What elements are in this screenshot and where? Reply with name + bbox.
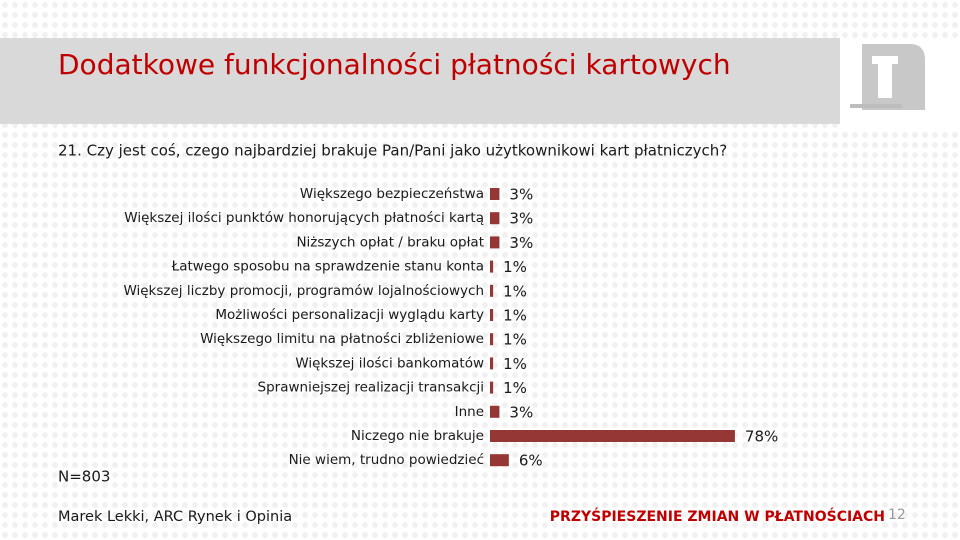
value-label: 1% — [503, 379, 527, 397]
bar — [490, 405, 500, 418]
bar — [490, 236, 500, 249]
bar — [490, 188, 500, 200]
value-label: 6% — [519, 452, 543, 470]
bar — [490, 381, 494, 394]
category-label: Możliwości personalizacji wyglądu karty — [215, 307, 484, 323]
subtitle: 21. Czy jest coś, czego najbardziej brak… — [58, 142, 727, 160]
bar — [490, 260, 494, 273]
value-label: 1% — [503, 331, 527, 349]
page-number: 12 — [888, 507, 906, 523]
category-label: Większego limitu na płatności zbliżeniow… — [200, 331, 484, 347]
value-label: 1% — [503, 258, 527, 276]
value-label: 78% — [745, 428, 778, 446]
category-label: Łatwego sposobu na sprawdzenie stanu kon… — [171, 259, 484, 275]
category-label: Większej liczby promocji, programów loja… — [123, 283, 484, 299]
banner: PRZYŚPIESZENIE ZMIAN W PŁATNOŚCIACH — [550, 507, 885, 525]
category-label: Większego bezpieczeństwa — [300, 186, 484, 202]
value-label: 1% — [503, 307, 527, 325]
value-label: 1% — [503, 355, 527, 373]
value-label: 3% — [509, 186, 533, 204]
bar — [490, 284, 494, 297]
value-label: 3% — [509, 234, 533, 252]
category-label: Niższych opłat / braku opłat — [296, 234, 484, 250]
value-label: 3% — [509, 403, 533, 421]
logo — [840, 38, 960, 128]
chart-title: Dodatkowe funkcjonalności płatności kart… — [58, 48, 731, 81]
sample-size: N=803 — [58, 468, 110, 486]
category-label: Niczego nie brakuje — [351, 428, 484, 444]
category-label: Sprawniejszej realizacji transakcji — [258, 380, 484, 396]
value-label: 1% — [503, 282, 527, 300]
bar — [490, 333, 494, 346]
bar — [490, 430, 735, 442]
category-label: Większej ilości bankomatów — [295, 355, 484, 371]
bar — [490, 212, 500, 225]
author: Marek Lekki, ARC Rynek i Opinia — [58, 509, 292, 525]
title-band — [0, 38, 960, 124]
category-label: Nie wiem, trudno powiedzieć — [289, 452, 484, 468]
bar — [490, 309, 494, 321]
value-label: 3% — [509, 210, 533, 228]
category-label: Inne — [455, 404, 484, 420]
category-label: Większej ilości punktów honorujących pła… — [124, 210, 484, 226]
bar — [490, 357, 494, 370]
bar — [490, 454, 509, 467]
